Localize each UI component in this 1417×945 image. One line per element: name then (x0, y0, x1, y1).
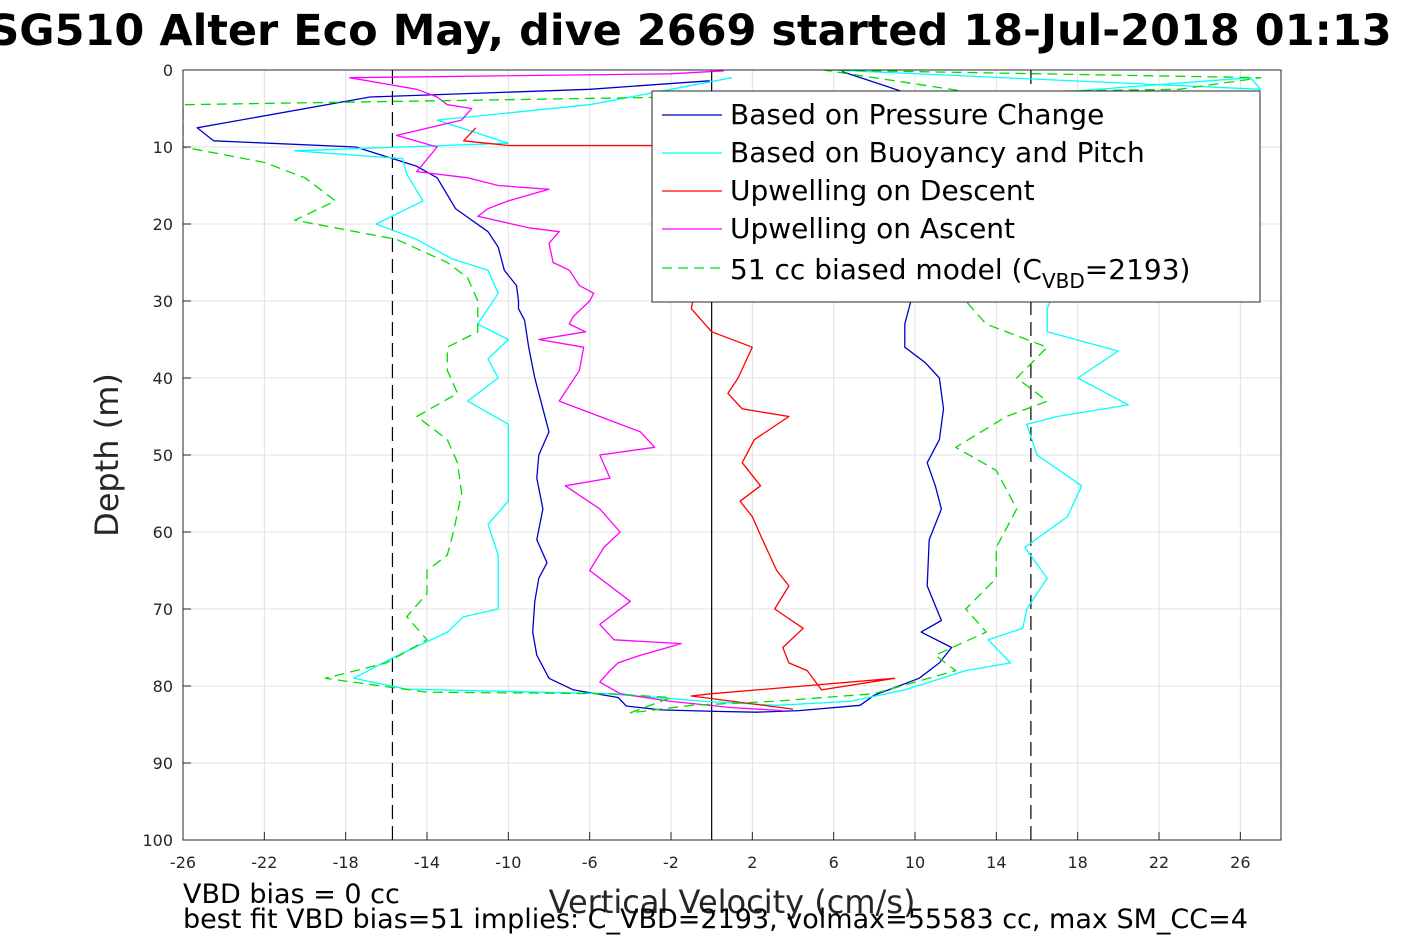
x-tick-label: -26 (170, 853, 196, 872)
y-tick-label: 100 (142, 831, 173, 850)
series-line-buoyancy (294, 70, 1262, 706)
legend-model-subscript: VBD (1042, 269, 1085, 293)
x-tick-label: 2 (747, 853, 757, 872)
x-tick-label: 14 (986, 853, 1006, 872)
y-tick-label: 10 (153, 138, 173, 157)
legend-box (651, 90, 1261, 303)
x-tick-label: 6 (829, 853, 839, 872)
y-tick-label: 0 (163, 61, 173, 80)
legend-model-prefix: 51 cc biased model (C (730, 253, 1042, 286)
x-tick-label: 18 (1067, 853, 1087, 872)
best-fit-note: best fit VBD bias=51 implies: C_VBD=2193… (183, 904, 1248, 935)
y-axis-label: Depth (m) (88, 373, 126, 537)
x-tick-label: 22 (1149, 853, 1169, 872)
legend-model-suffix: =2193) (1085, 253, 1191, 286)
y-tick-label: 40 (153, 369, 173, 388)
series-line-pressure (196, 70, 953, 713)
legend-label-model: 51 cc biased model (CVBD=2193) (730, 253, 1190, 293)
y-ticks: 0 10 20 30 40 50 60 70 80 90 100 (142, 61, 191, 850)
y-tick-label: 20 (153, 215, 173, 234)
legend-label-ascent: Upwelling on Ascent (730, 212, 1015, 245)
x-ticks: -26 -22 -18 -14 -10 -6 -2 2 6 10 14 18 22 26 (170, 832, 1251, 872)
series-line-ascent (349, 70, 783, 712)
x-axis-label: Vertical Velocity (cm/s) (549, 883, 916, 921)
legend-samples (662, 114, 722, 269)
legend-label-descent: Upwelling on Descent (730, 174, 1035, 207)
vbd-bias-note: VBD bias = 0 cc (183, 879, 400, 910)
x-tick-label: -18 (333, 853, 359, 872)
y-tick-label: 80 (153, 677, 173, 696)
series-line-model (183, 70, 1262, 714)
legend-label-buoyancy: Based on Buoyancy and Pitch (730, 136, 1145, 169)
x-tick-label: -14 (414, 853, 440, 872)
x-tick-label: 26 (1230, 853, 1250, 872)
legend-label-pressure: Based on Pressure Change (730, 98, 1104, 131)
chart-title: SG510 Alter Eco May, dive 2669 started 1… (0, 6, 1392, 56)
x-tick-label: -10 (495, 853, 521, 872)
y-tick-label: 30 (153, 292, 173, 311)
y-tick-label: 90 (153, 754, 173, 773)
x-tick-label: -6 (582, 853, 598, 872)
x-tick-label: -2 (663, 853, 679, 872)
legend: Based on Pressure Change Based on Buoyan… (651, 90, 1261, 303)
y-tick-label: 70 (153, 600, 173, 619)
y-tick-label: 50 (153, 446, 173, 465)
y-tick-label: 60 (153, 523, 173, 542)
x-tick-label: 10 (905, 853, 925, 872)
x-tick-label: -22 (251, 853, 277, 872)
